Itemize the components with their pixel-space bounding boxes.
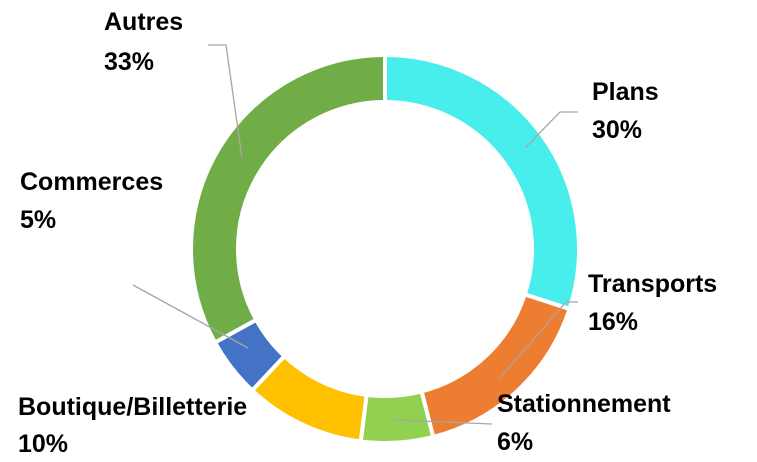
leader-line xyxy=(524,111,578,149)
donut-segment xyxy=(358,388,436,445)
value-label: 5% xyxy=(20,206,56,234)
leader-line xyxy=(499,301,578,379)
donut-segment xyxy=(189,52,387,346)
value-label: 10% xyxy=(18,430,68,458)
leader-line xyxy=(132,284,249,349)
category-label: Commerces xyxy=(20,168,163,196)
value-label: 16% xyxy=(588,308,638,336)
value-label: 30% xyxy=(592,116,642,144)
category-label: Stationnement xyxy=(497,390,671,418)
category-label: Boutique/Billetterie xyxy=(18,393,247,421)
value-label: 33% xyxy=(104,48,154,76)
category-label: Plans xyxy=(592,78,659,106)
donut-segment xyxy=(383,52,581,312)
leader-line xyxy=(208,44,243,159)
leader-line xyxy=(394,419,493,425)
category-label: Autres xyxy=(104,8,183,36)
category-label: Transports xyxy=(588,270,717,298)
value-label: 6% xyxy=(497,428,533,456)
